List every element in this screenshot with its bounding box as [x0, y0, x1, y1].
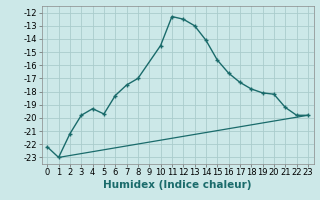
X-axis label: Humidex (Indice chaleur): Humidex (Indice chaleur): [103, 180, 252, 190]
